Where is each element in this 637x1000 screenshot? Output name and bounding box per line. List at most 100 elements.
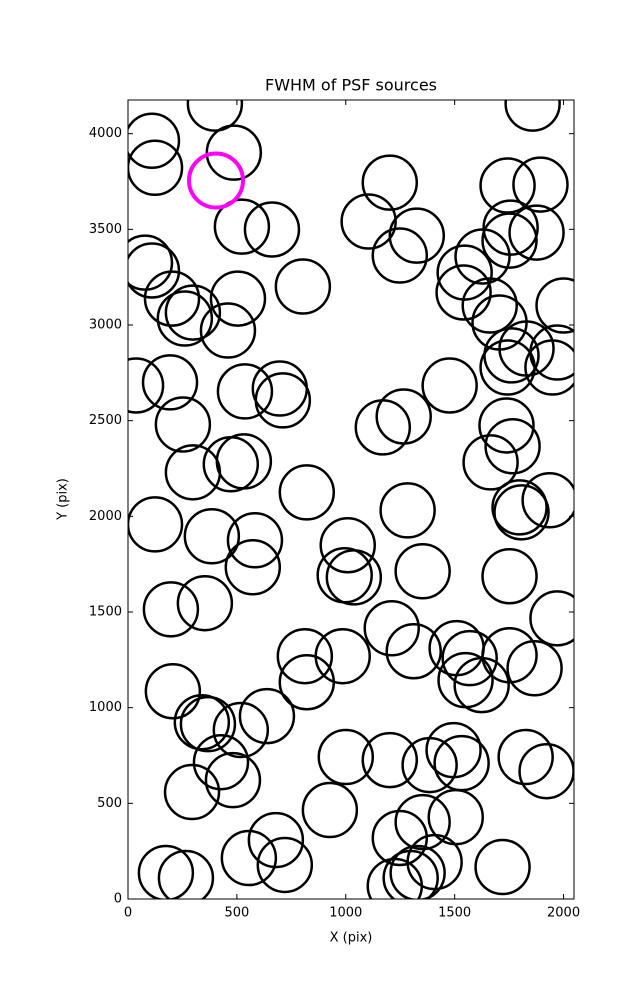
source-circle <box>192 733 250 791</box>
source-circle <box>276 627 334 685</box>
source-circle <box>340 193 397 250</box>
source-circle <box>254 372 312 429</box>
source-circle <box>375 388 432 445</box>
source-circle <box>224 538 282 596</box>
source-circle <box>164 444 222 501</box>
source-circle <box>504 100 561 132</box>
source-circle <box>354 399 412 456</box>
source-circle <box>141 354 199 411</box>
chart-title: FWHM of PSF sources <box>265 76 437 95</box>
source-circle <box>216 363 274 420</box>
source-circle <box>128 496 184 553</box>
source-circle <box>156 290 214 347</box>
source-circle <box>317 728 375 786</box>
source-circle <box>529 590 574 647</box>
source-circle <box>433 734 490 792</box>
source-circle <box>176 574 234 632</box>
source-circle <box>425 721 482 779</box>
y-tick-label: 2000 <box>89 509 122 524</box>
source-circle <box>454 228 511 285</box>
source-circle <box>325 549 383 606</box>
x-tick-label: 500 <box>224 906 249 921</box>
x-tick-label: 0 <box>124 906 132 921</box>
source-circle <box>361 731 419 789</box>
source-circle <box>462 434 519 491</box>
source-circle <box>157 849 215 899</box>
y-tick-label: 3500 <box>89 222 122 237</box>
source-circle <box>238 687 296 745</box>
source-circle <box>128 112 181 169</box>
source-circle <box>173 693 231 751</box>
source-circle <box>202 436 260 493</box>
y-tick-label: 0 <box>114 892 122 907</box>
source-circle <box>484 418 541 475</box>
source-circle <box>301 781 359 839</box>
source-circle <box>278 653 336 711</box>
source-circle <box>274 258 332 315</box>
source-circle <box>428 619 485 677</box>
source-circle <box>128 234 174 291</box>
y-tick-label: 2500 <box>89 413 122 428</box>
x-tick-label: 2000 <box>547 906 580 921</box>
source-circle <box>518 742 574 800</box>
source-circle <box>137 844 195 899</box>
source-circle <box>371 809 429 867</box>
source-circle <box>461 277 518 334</box>
source-circle <box>128 357 165 414</box>
source-circle <box>278 464 336 521</box>
source-circle <box>508 204 565 261</box>
source-circle <box>524 339 574 396</box>
source-circle <box>183 507 241 565</box>
source-circle <box>164 284 222 341</box>
source-circle <box>243 201 301 258</box>
source-circle <box>394 542 451 600</box>
source-circle <box>251 360 309 417</box>
source-circle <box>441 629 498 687</box>
source-circle <box>388 207 446 264</box>
source-circle <box>226 512 284 569</box>
source-circle <box>142 581 200 638</box>
source-circle <box>389 844 446 899</box>
axes-frame <box>127 99 575 900</box>
source-circle <box>481 626 538 684</box>
source-circle <box>421 357 478 414</box>
x-axis-label: X (pix) <box>330 931 373 946</box>
source-circle <box>394 793 451 851</box>
source-circle <box>535 277 574 334</box>
source-circle <box>361 154 419 211</box>
source-circle <box>220 829 278 887</box>
source-circle <box>385 622 442 680</box>
source-circle <box>213 198 271 255</box>
y-tick-label: 1500 <box>89 605 122 620</box>
source-circle <box>497 728 554 786</box>
source-circle <box>154 396 212 453</box>
source-circle <box>371 227 429 284</box>
source-circle <box>256 836 314 894</box>
source-circle <box>521 472 574 529</box>
source-circle <box>215 433 273 490</box>
source-circle <box>512 156 569 213</box>
source-circle <box>435 264 492 321</box>
y-tick-label: 1000 <box>89 700 122 715</box>
source-circle <box>209 270 267 327</box>
source-circle <box>478 397 535 454</box>
source-circle <box>406 833 463 891</box>
source-circle <box>436 244 493 301</box>
source-circle <box>212 701 270 759</box>
source-circle <box>205 124 263 181</box>
source-circle <box>481 547 538 605</box>
x-tick-label: 1000 <box>329 906 362 921</box>
plot-area <box>128 100 574 899</box>
source-circle <box>474 838 531 896</box>
y-tick-label: 500 <box>97 796 122 811</box>
source-circle <box>199 302 257 359</box>
y-tick-label: 4000 <box>89 126 122 141</box>
source-circle <box>506 640 563 697</box>
source-circle <box>143 270 201 327</box>
y-tick-label: 3000 <box>89 318 122 333</box>
source-circle <box>163 763 221 821</box>
source-circle <box>186 151 245 210</box>
source-circle <box>491 479 548 536</box>
source-circle <box>314 627 371 685</box>
